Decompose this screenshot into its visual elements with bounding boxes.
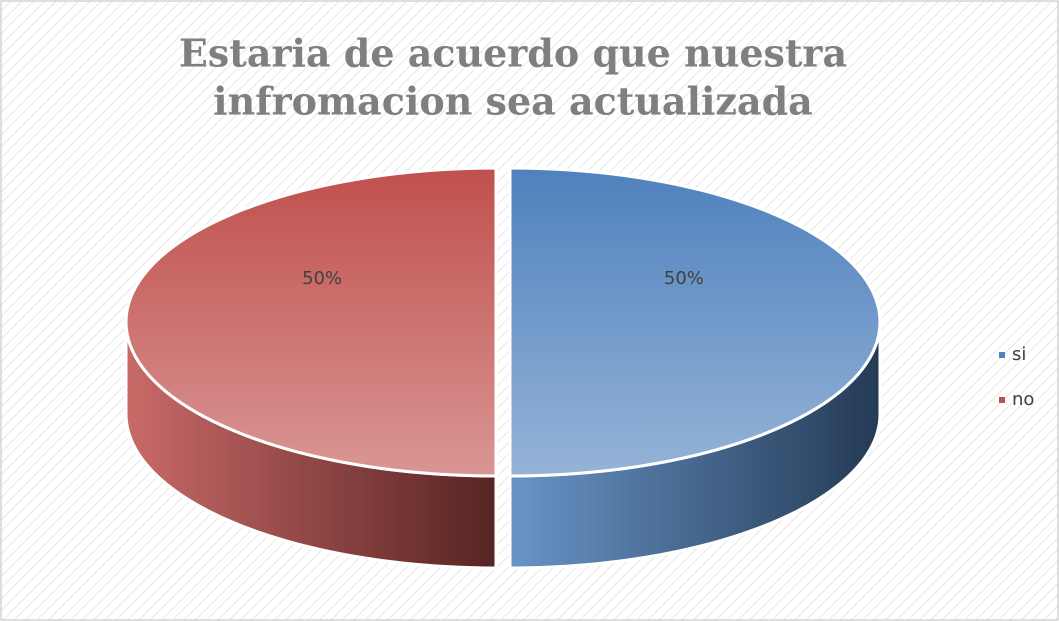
data-label: 50% xyxy=(302,268,342,289)
chart-title: Estaria de acuerdo que nuestra xyxy=(179,31,847,76)
chart-title: infromacion sea actualizada xyxy=(213,79,813,124)
legend-marker xyxy=(999,397,1005,403)
legend-label: si xyxy=(1012,344,1026,365)
slice xyxy=(508,166,882,478)
slice xyxy=(124,166,498,478)
legend-label: no xyxy=(1012,389,1034,410)
legend-marker xyxy=(999,352,1005,358)
data-label: 50% xyxy=(664,268,704,289)
